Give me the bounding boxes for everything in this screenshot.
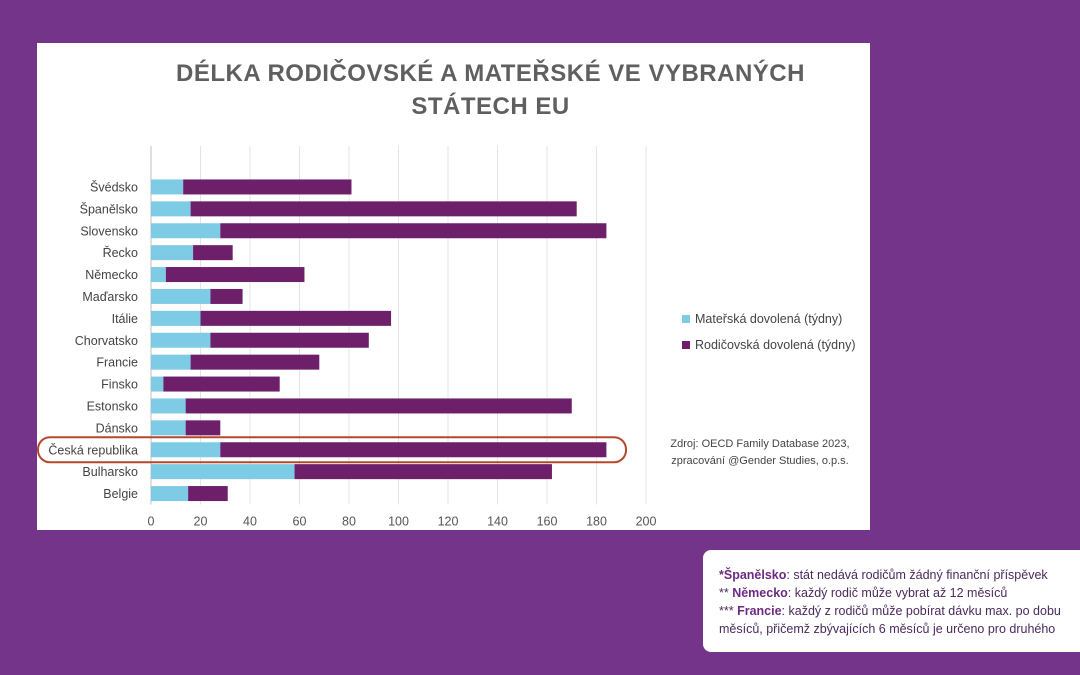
bar-materska [151,201,191,217]
bar-materska [151,376,164,392]
bar-materska [151,464,295,480]
source-note: Zdroj: OECD Family Database 2023, zpraco… [660,436,860,470]
footnote-line-4: měsíců, přičemž zbývajících 6 měsíců je … [719,622,1055,636]
bar-rodicovska [294,464,552,480]
bar-materska [151,245,194,261]
bar-rodicovska [185,420,221,436]
legend-label-rodicovska: Rodičovská dovolená (týdny) [695,338,856,352]
footnote-bold-3: *** Francie [719,604,782,618]
category-label: Německo [85,268,138,282]
footnote-text-2: : každý rodič může vybrat až 12 měsíců [787,586,1008,600]
legend-item-materska: Mateřská dovolená (týdny) [682,306,856,332]
bar-rodicovska [188,486,228,502]
bar-rodicovska [200,310,392,326]
bar-materska [151,179,184,195]
source-line-1: Zdroj: OECD Family Database 2023, [670,438,850,450]
category-label: Finsko [101,378,138,392]
x-tick-label: 40 [243,515,257,529]
category-label: Švédsko [90,179,138,194]
x-tick-label: 200 [636,515,657,529]
footnote-text-1: : stát nedává rodičům žádný finanční pří… [786,568,1048,582]
bar-materska [151,288,211,304]
category-label: Slovensko [80,224,138,238]
category-label: Chorvatsko [75,334,138,348]
bar-materska [151,354,191,370]
x-tick-label: 60 [293,515,307,529]
highlight-outline [37,436,627,464]
category-label: Itálie [112,312,138,326]
footnote-line-1: *Španělsko: stát nedává rodičům žádný fi… [719,568,1048,582]
category-label: Francie [96,356,138,370]
legend: Mateřská dovolená (týdny) Rodičovská dov… [682,306,856,358]
category-label: Španělsko [80,201,138,216]
x-tick-label: 180 [586,515,607,529]
bar-rodicovska [210,288,243,304]
x-tick-label: 160 [537,515,558,529]
bar-rodicovska [185,398,572,414]
category-label: Belgie [103,487,138,501]
bar-materska [151,310,201,326]
footnote-text-3: : každý z rodičů může pobírat dávku max.… [781,604,1061,618]
footnote-card: *Španělsko: stát nedává rodičům žádný fi… [703,550,1080,652]
bar-rodicovska [220,223,607,239]
footnote-text-4: měsíců, přičemž zbývajících 6 měsíců je … [719,622,1056,636]
chart-card: DÉLKA RODIČOVSKÉ A MATEŘSKÉ VE VYBRANÝCH… [37,43,870,530]
bar-rodicovska [165,267,305,283]
category-label: Dánsko [96,421,138,435]
legend-item-rodicovska: Rodičovská dovolená (týdny) [682,332,856,358]
bar-materska [151,332,211,348]
x-tick-label: 120 [438,515,459,529]
bar-rodicovska [183,179,352,195]
footnote-bold-1: *Španělsko [719,568,787,582]
x-tick-label: 140 [487,515,508,529]
category-label: Bulharsko [82,465,138,479]
bar-materska [151,398,186,414]
x-tick-label: 20 [194,515,208,529]
bar-rodicovska [190,201,577,217]
bar-materska [151,442,221,458]
bar-materska [151,420,186,436]
category-label: Maďarsko [82,290,138,304]
legend-swatch-materska [682,315,690,323]
footnote-bold-2: ** Německo [719,586,788,600]
category-label: Česká republika [48,442,138,457]
bar-rodicovska [193,245,233,261]
bar-chart: 0 20 40 60 80 100 120 140 160 180 200 Švédsko Španěl… [37,146,657,529]
x-tick-label: 0 [148,515,155,529]
x-tick-label: 80 [342,515,356,529]
category-label: Řecko [103,245,138,260]
legend-swatch-rodicovska [682,341,690,349]
bar-materska [151,267,166,283]
source-line-2: zpracování @Gender Studies, o.p.s. [671,455,849,467]
bar-materska [151,223,221,239]
footnote-line-2: ** Německo: každý rodič může vybrat až 1… [719,586,1007,600]
bar-rodicovska [190,354,320,370]
bar-rodicovska [163,376,280,392]
legend-label-materska: Mateřská dovolená (týdny) [695,312,843,326]
x-tick-label: 100 [388,515,409,529]
bar-materska [151,486,189,502]
bar-rodicovska [210,332,369,348]
chart-title: DÉLKA RODIČOVSKÉ A MATEŘSKÉ VE VYBRANÝCH… [176,60,805,120]
bar-rodicovska [220,442,607,458]
category-label: Estonsko [87,399,138,413]
footnote-line-3: *** Francie: každý z rodičů může pobírat… [719,604,1061,618]
